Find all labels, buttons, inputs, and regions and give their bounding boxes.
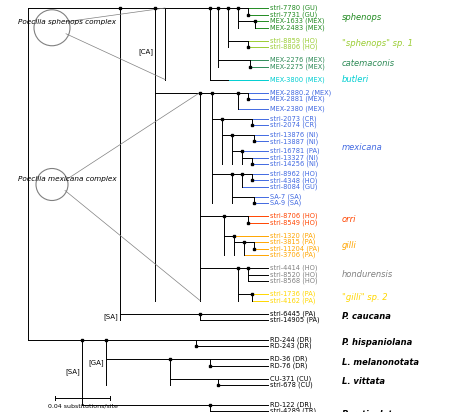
Text: stri-4348 (HO): stri-4348 (HO) [270,177,318,183]
Text: orri: orri [342,215,356,224]
Text: stri-8568 (HO): stri-8568 (HO) [270,278,318,284]
Text: L. vittata: L. vittata [342,377,385,386]
Text: stri-8806 (HO): stri-8806 (HO) [270,44,318,50]
Text: RD-36 (DR): RD-36 (DR) [270,356,307,362]
Text: Poecilia mexicana complex: Poecilia mexicana complex [18,176,117,182]
Text: stri-4289 (TR): stri-4289 (TR) [270,408,316,412]
Text: stri-14905 (PA): stri-14905 (PA) [270,317,319,323]
Text: gilli: gilli [342,241,357,250]
Text: MEX-1633 (MEX): MEX-1633 (MEX) [270,18,325,24]
Text: stri-1320 (PA): stri-1320 (PA) [270,232,315,239]
Text: stri-8859 (HO): stri-8859 (HO) [270,37,318,44]
Text: catemaconis: catemaconis [342,59,395,68]
Text: P. hispaniolana: P. hispaniolana [342,338,412,347]
Text: hondurensis: hondurensis [342,270,393,279]
Text: 0.04 substitutions/site: 0.04 substitutions/site [47,404,118,409]
Text: stri-3815 (PA): stri-3815 (PA) [270,239,315,245]
Text: butleri: butleri [342,75,369,84]
Text: stri-13876 (NI): stri-13876 (NI) [270,131,318,138]
Text: "sphenops" sp. 1: "sphenops" sp. 1 [342,39,413,48]
Text: CU-371 (CU): CU-371 (CU) [270,375,311,382]
Text: [SA]: [SA] [65,369,80,375]
Text: MEX-2380 (MEX): MEX-2380 (MEX) [270,105,325,112]
Text: P. reticulata: P. reticulata [342,410,398,412]
Text: stri-4162 (PA): stri-4162 (PA) [270,297,316,304]
Text: RD-243 (DR): RD-243 (DR) [270,343,311,349]
Text: stri-8962 (HO): stri-8962 (HO) [270,171,318,177]
Text: SA-7 (SA): SA-7 (SA) [270,193,301,200]
Text: stri-13327 (NI): stri-13327 (NI) [270,154,318,161]
Text: stri-4414 (HO): stri-4414 (HO) [270,265,318,271]
Text: [SA]: [SA] [103,314,118,320]
Text: stri-8549 (HO): stri-8549 (HO) [270,219,318,226]
Text: stri-14256 (NI): stri-14256 (NI) [270,161,319,167]
Text: stri-3706 (PA): stri-3706 (PA) [270,252,316,258]
Text: stri-8520 (HO): stri-8520 (HO) [270,271,318,278]
Text: mexicana: mexicana [342,143,383,152]
Text: sphenops: sphenops [342,13,382,22]
Text: MEX-2881 (MEX): MEX-2881 (MEX) [270,96,325,102]
Text: stri-6445 (PA): stri-6445 (PA) [270,310,316,317]
Text: stri-1736 (PA): stri-1736 (PA) [270,291,315,297]
Text: Poecilia sphenops complex: Poecilia sphenops complex [18,19,116,25]
Text: [GA]: [GA] [88,359,104,365]
Text: stri-7780 (GU): stri-7780 (GU) [270,5,318,11]
Text: RD-122 (DR): RD-122 (DR) [270,401,311,408]
Text: MEX-2483 (MEX): MEX-2483 (MEX) [270,24,325,31]
Text: [CA]: [CA] [138,48,153,55]
Text: stri-2074 (CR): stri-2074 (CR) [270,122,317,128]
Text: RD-76 (DR): RD-76 (DR) [270,362,308,369]
Text: stri-16781 (PA): stri-16781 (PA) [270,148,319,154]
Text: stri-11204 (PA): stri-11204 (PA) [270,245,319,252]
Text: SA-9 (SA): SA-9 (SA) [270,200,301,206]
Text: RD-244 (DR): RD-244 (DR) [270,336,312,343]
Text: stri-8706 (HO): stri-8706 (HO) [270,213,318,219]
Text: "gilli" sp. 2: "gilli" sp. 2 [342,293,388,302]
Text: MEX-2275 (MEX): MEX-2275 (MEX) [270,63,325,70]
Text: L. melanonotata: L. melanonotata [342,358,419,367]
Text: MEX-2880.2 (MEX): MEX-2880.2 (MEX) [270,89,331,96]
Text: P. caucana: P. caucana [342,312,391,321]
Text: stri-8084 (GU): stri-8084 (GU) [270,183,318,190]
Text: stri-7731 (GU): stri-7731 (GU) [270,11,317,18]
Text: MEX-2276 (MEX): MEX-2276 (MEX) [270,57,325,63]
Text: MEX-3800 (MEX): MEX-3800 (MEX) [270,76,325,83]
Text: stri-2073 (CR): stri-2073 (CR) [270,115,317,122]
Text: stri-678 (CU): stri-678 (CU) [270,382,313,388]
Text: stri-13887 (NI): stri-13887 (NI) [270,138,318,145]
